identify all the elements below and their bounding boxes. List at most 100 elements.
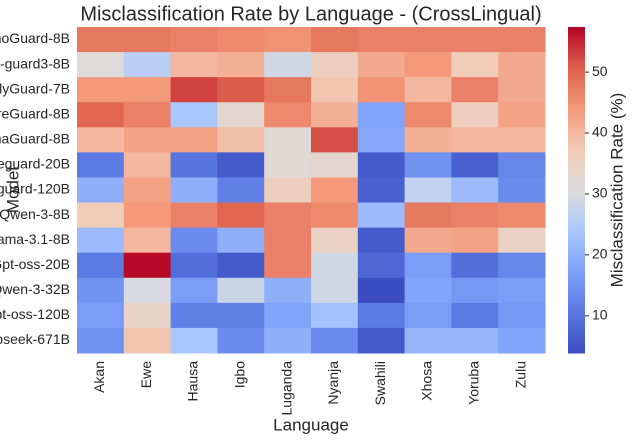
- colorbar-segment: [568, 217, 585, 221]
- heatmap-cell: [170, 252, 218, 279]
- y-tick-label: Gpt-oss-safeguard-20B: [0, 156, 70, 172]
- heatmap-cell: [217, 152, 265, 178]
- y-tick-label: Qwen-3-32B: [0, 281, 70, 297]
- colorbar-segment: [568, 317, 585, 321]
- heatmap-cell: [170, 277, 218, 304]
- heatmap-cell: [357, 227, 406, 254]
- colorbar-segment: [568, 143, 585, 148]
- heatmap-cell: [357, 77, 406, 103]
- heatmap-cell: [498, 52, 546, 78]
- heatmap-cell: [170, 227, 218, 254]
- colorbar-segment: [568, 209, 585, 213]
- colorbar-segment: [568, 116, 585, 120]
- colorbar-segment: [568, 276, 585, 281]
- heatmap-cell: [451, 302, 499, 329]
- colorbar-segment: [568, 339, 585, 343]
- colorbar-segment: [568, 111, 585, 115]
- heatmap-cell: [170, 327, 218, 354]
- colorbar-segment: [568, 62, 585, 66]
- heatmap-cell: [404, 202, 452, 229]
- heatmap-cell: [498, 277, 546, 304]
- heatmap-cell: [77, 127, 125, 153]
- heatmap-cell: [123, 252, 172, 279]
- heatmap-cell: [404, 27, 452, 53]
- heatmap-cell: [123, 77, 172, 103]
- x-tick-label: Hausa: [185, 361, 201, 402]
- colorbar-segment: [568, 176, 585, 180]
- colorbar-segment: [568, 165, 585, 169]
- heatmap-cell: [357, 277, 406, 304]
- colorbar-segment: [568, 257, 585, 262]
- x-tick-label: Swahili: [372, 361, 388, 405]
- heatmap-cell: [123, 227, 172, 254]
- heatmap-cell: [451, 277, 499, 304]
- heatmap-cell: [217, 327, 265, 354]
- colorbar-segment: [568, 233, 585, 237]
- colorbar-segment: [568, 331, 585, 335]
- colorbar-segment: [568, 333, 585, 338]
- colorbar-segment: [568, 295, 585, 300]
- colorbar-segment: [568, 314, 585, 319]
- x-tick-label: Nyanja: [325, 361, 341, 405]
- colorbar-label: Misclassification Rate (%): [607, 93, 626, 288]
- heatmap-cell: [311, 302, 359, 329]
- heatmap-cell: [404, 152, 452, 178]
- heatmap-cell: [170, 102, 218, 128]
- colorbar-segment: [568, 173, 585, 177]
- colorbar-segment: [568, 40, 585, 44]
- colorbar-segment: [568, 260, 585, 264]
- heatmap-cell: [264, 252, 312, 279]
- colorbar-segment: [568, 94, 585, 99]
- heatmap-cell: [77, 27, 125, 53]
- y-tick-label: Gpt-oss-20B: [0, 256, 70, 272]
- heatmap-cell: [498, 252, 546, 279]
- colorbar-segment: [568, 157, 585, 161]
- heatmap-cell: [77, 77, 125, 103]
- colorbar-segment: [568, 214, 585, 218]
- colorbar-segment: [568, 130, 585, 134]
- heatmap-cell: [77, 277, 125, 304]
- colorbar-segment: [568, 342, 585, 346]
- colorbar-segment: [568, 141, 585, 145]
- colorbar-segment: [568, 282, 585, 286]
- heatmap-cell: [357, 52, 406, 78]
- heatmap-cell: [123, 102, 172, 128]
- heatmap-cell: [311, 227, 359, 254]
- heatmap-cell: [357, 152, 406, 178]
- colorbar-segment: [568, 350, 585, 354]
- x-tick-label: Ewe: [138, 361, 154, 388]
- colorbar-segment: [568, 211, 585, 215]
- colorbar-segment: [568, 249, 585, 253]
- heatmap-cell: [498, 152, 546, 178]
- colorbar-segment: [568, 154, 585, 158]
- y-tick-label: Gpt-oss-120B: [0, 306, 70, 322]
- heatmap-cell: [451, 227, 499, 254]
- heatmap-cell: [77, 302, 125, 329]
- colorbar-segment: [568, 170, 585, 175]
- heatmap-cell: [357, 127, 406, 153]
- colorbar-segment: [568, 336, 585, 340]
- heatmap-cell: [170, 302, 218, 329]
- y-tick-label: Qwen-3-8B: [0, 206, 70, 222]
- heatmap-cell: [77, 327, 125, 354]
- y-axis-label: Model: [3, 167, 22, 213]
- heatmap-cell: [217, 202, 265, 229]
- x-tick-label: Yoruba: [466, 361, 482, 405]
- colorbar-segment: [568, 184, 585, 188]
- heatmap-cell: [357, 202, 406, 229]
- heatmap-cell: [451, 127, 499, 153]
- y-tick-label: NemoGuard-8B: [0, 30, 70, 46]
- colorbar-segment: [568, 200, 585, 205]
- heatmap-cell: [311, 177, 359, 204]
- colorbar-segment: [568, 48, 585, 52]
- colorbar-segment: [568, 187, 585, 191]
- heatmap-cell: [311, 152, 359, 178]
- heatmap-cell: [404, 327, 452, 354]
- heatmap-cell: [264, 77, 312, 103]
- y-tick-label: Deepseek-671B: [0, 331, 70, 347]
- heatmap-cell: [357, 102, 406, 128]
- colorbar-segment: [568, 89, 585, 93]
- colorbar-segment: [568, 149, 585, 153]
- colorbar-segment: [568, 105, 585, 109]
